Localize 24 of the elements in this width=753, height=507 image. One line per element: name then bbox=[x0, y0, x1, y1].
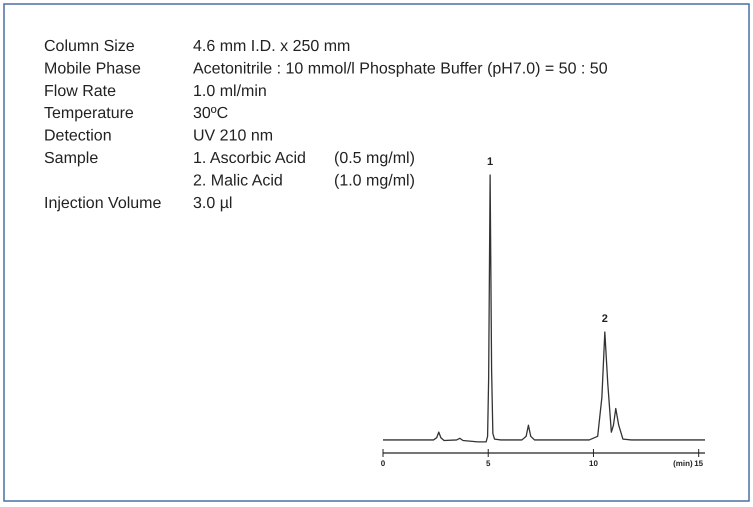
text: 30ºC bbox=[193, 105, 228, 122]
text: Mobile Phase bbox=[44, 60, 142, 78]
text: 2. Malic Acid bbox=[193, 172, 283, 190]
text: 4.6 mm I.D. x 250 mm bbox=[193, 38, 350, 55]
text: Sample bbox=[44, 150, 98, 167]
x-tick-label: 10 bbox=[589, 459, 598, 468]
text: (0.5 mg/ml) bbox=[334, 150, 415, 167]
annotation: 1 bbox=[487, 156, 494, 168]
annotation: 2 bbox=[602, 313, 608, 326]
text: Acetonitrile : 10 mmol/l Phosphate Buffer (pH7.0) = 50 : 50 bbox=[193, 60, 608, 78]
text: Injection Volume bbox=[44, 194, 162, 212]
x-axis-title: (min) bbox=[673, 459, 694, 468]
annotation: (1.0 mg/ml) bbox=[334, 172, 415, 190]
text: 1. Ascorbic Acid bbox=[193, 150, 306, 167]
text: Flow Rate bbox=[44, 82, 116, 100]
text: Detection bbox=[44, 128, 112, 145]
text: Temperature bbox=[44, 105, 134, 122]
text: 3.0 µl bbox=[193, 194, 232, 212]
x-tick-label: 0 bbox=[380, 459, 386, 468]
text: UV 210 nm bbox=[193, 128, 274, 145]
text: Column Size bbox=[44, 38, 135, 55]
x-tick-label: 15 bbox=[694, 459, 704, 468]
x-tick-label: 5 bbox=[486, 459, 491, 468]
text: 1.0 ml/min bbox=[193, 82, 267, 100]
